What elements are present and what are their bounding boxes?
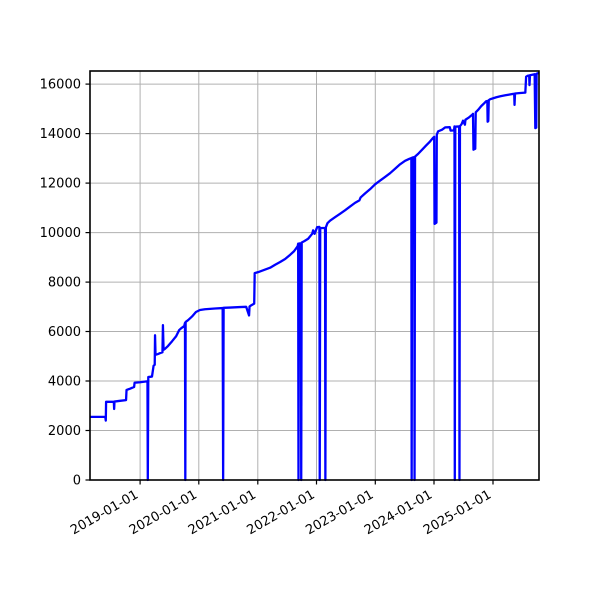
y-tick-label: 4000 bbox=[48, 375, 81, 390]
y-tick-label: 0 bbox=[73, 474, 81, 489]
plot-border bbox=[89, 70, 540, 481]
y-tick-label: 8000 bbox=[48, 276, 81, 291]
y-tick-label: 12000 bbox=[40, 177, 81, 192]
y-tick-label: 14000 bbox=[40, 127, 81, 142]
data-series-line bbox=[90, 71, 540, 482]
y-tick-label: 10000 bbox=[40, 226, 81, 241]
x-tick-label: 2025-01-01 bbox=[421, 487, 494, 538]
y-tick-label: 6000 bbox=[48, 325, 81, 340]
y-tick-label: 16000 bbox=[40, 78, 81, 93]
y-tick-label: 2000 bbox=[48, 424, 81, 439]
